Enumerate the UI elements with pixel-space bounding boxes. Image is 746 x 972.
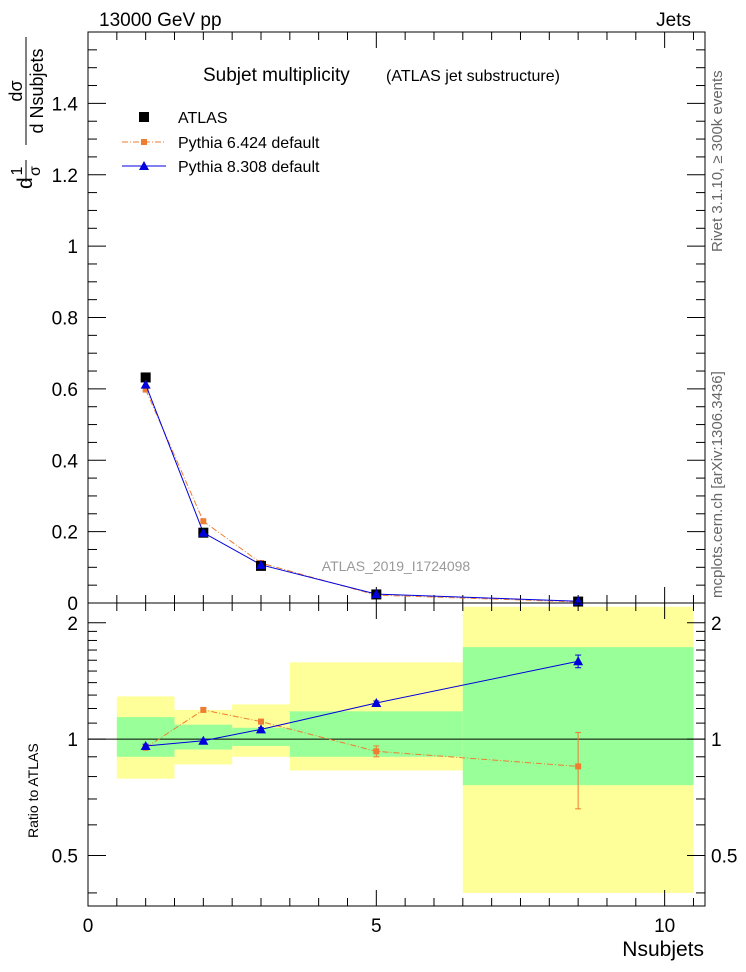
ratio-pythia6-point [575, 763, 582, 770]
analysis-watermark: ATLAS_2019_I1724098 [322, 558, 471, 574]
header-left: 13000 GeV pp [99, 10, 222, 31]
pythia8-point [140, 379, 151, 389]
ratio-pythia6-point [257, 718, 264, 725]
y-tick-label: 0.6 [52, 380, 78, 401]
ratio-pythia6-line [145, 709, 579, 767]
atlas-data-point [140, 372, 151, 383]
ylabel-frac1-den: σ [27, 166, 44, 176]
ylabel-frac1-num: 1 [9, 166, 26, 175]
ratio-plot: 0 5 10 0.5 0.5 1 1 2 2 [52, 602, 737, 937]
legend-marker-atlas [139, 112, 149, 122]
ratio-pythia8-point [371, 698, 382, 708]
ratio-y-tick-label-right: 0.5 [711, 846, 737, 867]
legend-label-pythia8: Pythia 8.308 default [178, 159, 320, 176]
legend-marker-pythia6 [141, 139, 147, 145]
pythia6-point [200, 518, 207, 525]
legend-marker-pythia8 [139, 161, 149, 170]
ratio-y-tick-label-right: 2 [711, 614, 722, 635]
y-tick-label: 0.8 [52, 309, 78, 330]
y-tick-label: 1.2 [52, 166, 78, 187]
ratio-y-tick-label: 2 [67, 614, 78, 635]
ratio-pythia8-point [198, 735, 209, 745]
header-right: Jets [656, 10, 691, 31]
pythia6-point [142, 386, 149, 393]
legend-entry-pythia6: Pythia 6.424 default [122, 135, 320, 152]
plot-subtitle: (ATLAS jet substructure) [386, 68, 560, 85]
ratio-pythia8-point [140, 740, 151, 750]
pythia8-point [255, 559, 266, 569]
legend: ATLAS Pythia 6.424 default Pythia 8.308 … [122, 110, 320, 176]
legend-label-atlas: ATLAS [178, 110, 228, 127]
ratio-band-inner-0 [116, 717, 175, 757]
x-axis-label: Nsubjets [622, 938, 704, 961]
main-plot: 0 0.2 0.4 0.6 0.8 1 1.2 1.4 [52, 31, 706, 615]
ratio-pythia6-point [373, 748, 380, 755]
x-tick-label: 5 [371, 916, 382, 937]
y-axis-label-top: d 1 σ dσ d Nsubjets [6, 37, 47, 189]
ratio-plot-frame [87, 602, 706, 907]
pythia8-point [198, 527, 209, 537]
ratio-pythia6-point [200, 706, 207, 713]
y-tick-label: 0.4 [52, 451, 79, 472]
pythia8-point [371, 589, 382, 599]
x-tick-label: 10 [654, 916, 675, 937]
ratio-y-tick-label-right: 1 [711, 730, 722, 751]
ylabel-d: d [14, 177, 37, 189]
ratio-y-tick-label: 0.5 [52, 846, 78, 867]
legend-entry-atlas: ATLAS [139, 110, 228, 127]
y-tick-label: 0 [67, 594, 78, 615]
ratio-pythia8-point [255, 724, 266, 734]
ratio-y-tick-label: 1 [67, 730, 78, 751]
side-mcplots-label: mcplots.cern.ch [arXiv:1306.3436] [709, 371, 726, 598]
ylabel-frac2-den: d Nsubjets [27, 48, 47, 133]
y-tick-label: 0.2 [52, 523, 78, 544]
legend-label-pythia6: Pythia 6.424 default [178, 135, 320, 152]
ylabel-frac2-num: dσ [6, 80, 26, 101]
y-tick-label: 1.4 [52, 94, 79, 115]
side-rivet-label: Rivet 3.1.10, ≥ 300k events [709, 70, 726, 252]
plot-title: Subjet multiplicity [203, 65, 350, 86]
ratio-pythia8-point [573, 656, 584, 666]
y-tick-label: 1 [67, 237, 78, 258]
legend-entry-pythia8: Pythia 8.308 default [122, 159, 320, 176]
y-axis-label-ratio: Ratio to ATLAS [25, 743, 41, 838]
x-tick-label: 0 [83, 916, 94, 937]
